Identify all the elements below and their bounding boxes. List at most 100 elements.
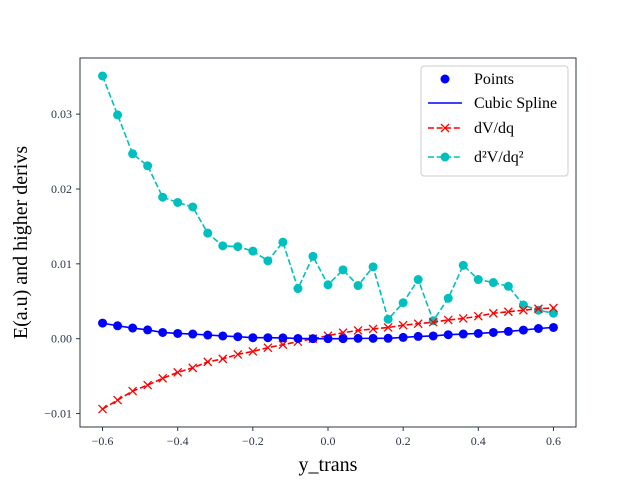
dv-dq-marker xyxy=(98,404,108,414)
y-tick-label: 0.01 xyxy=(51,257,72,271)
x-tick-label: −0.2 xyxy=(242,434,264,448)
points-marker xyxy=(323,334,333,344)
d2v-dq2-marker xyxy=(248,246,258,256)
points-marker xyxy=(518,325,528,335)
dv-dq-marker xyxy=(263,343,273,353)
points-marker xyxy=(113,321,123,331)
d2v-dq2-marker xyxy=(548,308,558,318)
d2v-dq2-marker xyxy=(383,314,393,324)
dv-dq-marker xyxy=(503,307,513,317)
points-marker xyxy=(353,333,363,343)
y-axis-label: E(a.u) and higher derivs xyxy=(10,146,32,339)
d2v-dq2-marker xyxy=(128,149,138,159)
d2v-dq2-marker xyxy=(353,281,363,291)
dv-dq-marker xyxy=(173,367,183,377)
d2v-dq2-marker xyxy=(338,265,348,275)
legend-label: dV/dq xyxy=(474,120,514,137)
legend: Points Cubic Spline dV/dq d²V/dq² xyxy=(420,65,569,177)
d2v-dq2-marker xyxy=(278,237,288,247)
d2v-dq2-marker xyxy=(323,280,333,290)
points-marker xyxy=(458,329,468,339)
d2v-dq2-marker xyxy=(188,202,198,212)
points-marker xyxy=(188,329,198,339)
points-marker xyxy=(203,330,213,340)
x-tick-label: −0.4 xyxy=(167,434,189,448)
y-tick-label: 0.00 xyxy=(51,332,72,346)
dv-dq-marker xyxy=(413,319,423,329)
legend-label: Points xyxy=(474,71,514,88)
points-marker xyxy=(173,328,183,338)
dv-dq-marker xyxy=(278,340,288,350)
d2v-dq2-marker xyxy=(488,278,498,288)
d2v-dq2-marker xyxy=(293,284,303,294)
x-tick-label: −0.6 xyxy=(92,434,114,448)
dv-dq-marker xyxy=(233,349,243,359)
points-marker xyxy=(503,326,513,336)
x-tick-label: 0.4 xyxy=(471,434,486,448)
dv-dq-marker xyxy=(518,305,528,315)
points-marker xyxy=(248,333,258,343)
d2v-dq2-marker xyxy=(263,256,273,266)
dv-dq-marker xyxy=(158,373,168,383)
dv-dq-marker xyxy=(473,311,483,321)
points-marker xyxy=(263,333,273,343)
points-marker xyxy=(308,334,318,344)
d2v-dq2-marker xyxy=(98,71,108,81)
d2v-dq2-marker xyxy=(203,228,213,238)
points-marker xyxy=(128,323,138,333)
d2v-dq2-marker xyxy=(518,300,528,310)
legend-label: d²V/dq² xyxy=(474,149,524,166)
d2v-dq2-marker xyxy=(458,260,468,270)
d2v-dq2-marker xyxy=(173,197,183,207)
x-axis: −0.6 −0.4 −0.2 0.0 0.2 0.4 0.6 xyxy=(92,427,561,448)
dv-dq-marker xyxy=(203,357,213,367)
d2v-dq2-marker xyxy=(218,241,228,251)
d2v-dq2-marker xyxy=(113,110,123,120)
plot-area xyxy=(98,71,558,414)
dv-dq-marker xyxy=(128,386,138,396)
dv-dq-marker xyxy=(248,346,258,356)
d2v-dq2-marker xyxy=(158,192,168,202)
points-marker xyxy=(443,330,453,340)
dv-dq-marker xyxy=(113,395,123,405)
dv-dq-marker xyxy=(458,314,468,323)
legend-marker xyxy=(440,74,450,84)
points-marker xyxy=(293,333,303,343)
points-marker xyxy=(233,332,243,342)
dv-dq-marker xyxy=(533,304,543,314)
y-tick-label: 0.03 xyxy=(51,107,72,121)
legend-item-dv-dq: dV/dq xyxy=(428,120,514,137)
points-marker xyxy=(158,327,168,337)
d2v-dq2-marker xyxy=(308,251,318,261)
x-axis-label: y_trans xyxy=(299,454,358,476)
dv-dq-marker xyxy=(143,380,153,390)
d2v-dq2-marker xyxy=(233,242,243,252)
legend-marker xyxy=(440,123,450,133)
points-marker xyxy=(278,333,288,343)
d2v-dq2-marker xyxy=(473,275,483,285)
d2v-dq2-marker xyxy=(143,161,153,171)
dv-dq-marker xyxy=(353,325,363,335)
legend-marker xyxy=(440,152,450,162)
legend-item-d2v-dq2: d²V/dq² xyxy=(428,149,524,166)
points-marker xyxy=(548,322,558,332)
dv-dq-marker xyxy=(548,303,558,313)
dv-dq-marker xyxy=(443,315,453,325)
x-tick-label: 0.2 xyxy=(396,434,411,448)
points-marker xyxy=(473,328,483,338)
dv-dq-marker xyxy=(188,363,198,373)
points-marker xyxy=(143,325,153,335)
dv-dq-marker xyxy=(488,308,498,318)
legend-item-points: Points xyxy=(440,71,514,88)
points-marker xyxy=(98,318,108,328)
points-marker xyxy=(383,333,393,343)
dv-dq-marker xyxy=(383,322,393,332)
y-tick-label: −0.01 xyxy=(44,407,72,421)
y-axis: −0.01 0.00 0.01 0.02 0.03 xyxy=(44,107,80,421)
dv-dq-marker xyxy=(368,324,378,334)
points-marker xyxy=(218,331,228,341)
legend-frame xyxy=(420,65,569,177)
points-marker xyxy=(368,333,378,343)
dv-dq-marker xyxy=(428,317,438,327)
